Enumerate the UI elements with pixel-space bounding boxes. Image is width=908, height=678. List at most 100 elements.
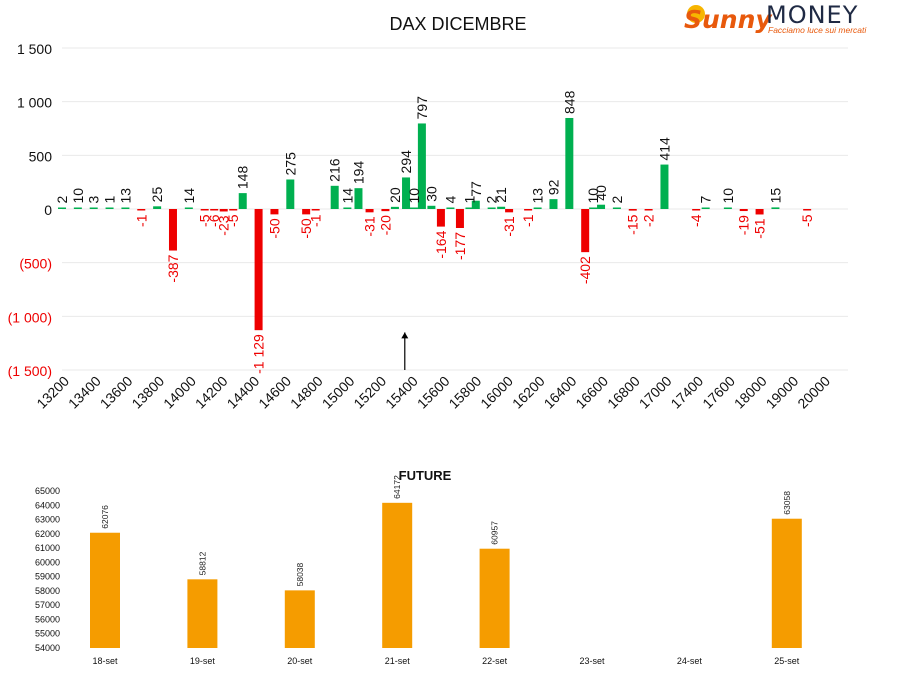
- future-x-axis: 18-set 19-set 20-set 21-set 22-set 23-set 24-s…: [92, 656, 799, 666]
- data-label: 2: [484, 196, 500, 204]
- bar: [497, 206, 506, 209]
- x-tick-label: 16600: [572, 373, 611, 412]
- x-tick-label: 13400: [65, 373, 104, 412]
- data-label: 414: [656, 137, 672, 161]
- data-label: 10: [720, 188, 736, 204]
- data-label: 14: [181, 188, 197, 204]
- future-data-label: 58812: [197, 551, 207, 575]
- y-tick-label: 1 500: [17, 41, 52, 57]
- bar: [311, 209, 320, 211]
- arrow-head: [401, 332, 409, 339]
- data-label: 148: [235, 166, 251, 190]
- bar: [701, 207, 710, 209]
- data-label: -5: [197, 214, 213, 227]
- bars: [58, 117, 812, 331]
- arrow-marker: [401, 332, 409, 370]
- x-tick-label: 13600: [97, 373, 136, 412]
- y-tick-label: 0: [44, 202, 52, 218]
- future-data-label: 64172: [392, 475, 402, 499]
- future-y-tick-label: 57000: [35, 600, 60, 610]
- data-label: 1: [461, 196, 477, 204]
- bar: [581, 209, 590, 253]
- bar: [390, 206, 399, 209]
- future-bar: [284, 590, 315, 648]
- bar: [417, 123, 426, 209]
- data-label: 216: [327, 158, 343, 182]
- data-label: 25: [149, 187, 165, 203]
- bar: [597, 204, 606, 209]
- future-x-tick-label: 18-set: [92, 656, 118, 666]
- bar: [210, 209, 219, 211]
- data-label: -387: [165, 254, 181, 282]
- bar: [354, 188, 363, 209]
- data-label: -31: [362, 216, 378, 236]
- bar: [755, 209, 764, 215]
- data-label: 13: [117, 188, 133, 204]
- logo-word-sunny: Sunny: [684, 5, 773, 34]
- bar: [549, 199, 558, 209]
- future-bar: [479, 548, 510, 648]
- bar: [739, 209, 748, 212]
- x-tick-label: 17600: [699, 373, 738, 412]
- future-bar: [187, 579, 218, 648]
- y-tick-label: 500: [29, 148, 53, 164]
- data-label: 15: [767, 188, 783, 204]
- x-tick-label: 19000: [763, 373, 802, 412]
- chart-title: DAX DICEMBRE: [389, 14, 526, 34]
- data-label: 797: [414, 96, 430, 120]
- data-label: -50: [298, 218, 314, 238]
- bar: [302, 209, 311, 215]
- data-label: -51: [752, 218, 768, 238]
- data-label: 848: [561, 90, 577, 114]
- data-label: 4: [442, 196, 458, 204]
- bar: [238, 193, 247, 209]
- data-label: -50: [266, 218, 282, 238]
- future-y-axis: 54000 55000 56000 57000 58000 59000 60000 61000…: [35, 486, 60, 653]
- bar: [89, 207, 98, 209]
- bar: [565, 117, 574, 209]
- future-y-tick-label: 64000: [35, 500, 60, 510]
- data-label: 21: [493, 187, 509, 203]
- future-x-tick-label: 19-set: [190, 656, 216, 666]
- y-tick-label: 1 000: [17, 95, 52, 111]
- logo-tagline: Facciamo luce sui mercati: [768, 25, 867, 35]
- future-bar: [90, 532, 120, 648]
- data-label: 194: [350, 161, 366, 185]
- future-data-labels: 62076 58812 58038 64172 60957 63058: [100, 475, 792, 586]
- data-label: -5: [225, 214, 241, 227]
- future-data-label: 63058: [782, 491, 792, 515]
- data-label: 77: [468, 181, 484, 197]
- x-tick-label: 18000: [731, 373, 770, 412]
- data-label: -1: [520, 214, 536, 227]
- logo-word-money: MONEY: [766, 1, 858, 29]
- bar: [803, 209, 812, 211]
- data-label: -1: [133, 214, 149, 227]
- x-tick-label: 16400: [541, 373, 580, 412]
- bar: [589, 207, 598, 209]
- data-label: 1: [102, 196, 118, 204]
- grid: [62, 47, 848, 371]
- data-label: -177: [452, 232, 468, 260]
- data-label: 92: [545, 179, 561, 195]
- bar: [644, 209, 653, 211]
- bar: [723, 207, 732, 209]
- future-x-tick-label: 21-set: [385, 656, 411, 666]
- bar: [524, 209, 533, 211]
- y-tick-label: (500): [19, 256, 52, 272]
- bar: [692, 209, 701, 211]
- bar: [487, 207, 496, 209]
- data-label: 294: [398, 150, 414, 174]
- data-label: 14: [339, 188, 355, 204]
- bar: [168, 209, 177, 251]
- dax-dicembre-chart: DAX DICEMBRE 1 500 1 000 500 0 (500) (1 000) (…: [8, 14, 848, 412]
- data-label: 20: [387, 187, 403, 203]
- data-label: -164: [433, 230, 449, 258]
- future-data-label: 62076: [100, 505, 110, 529]
- x-tick-label: 16200: [509, 373, 548, 412]
- bar: [73, 207, 82, 209]
- data-label: -4: [688, 214, 704, 227]
- bar: [628, 209, 637, 211]
- x-tick-label: 15000: [319, 373, 358, 412]
- x-tick-label: 14200: [192, 373, 231, 412]
